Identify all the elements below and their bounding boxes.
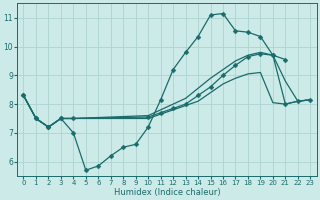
X-axis label: Humidex (Indice chaleur): Humidex (Indice chaleur) xyxy=(114,188,220,197)
